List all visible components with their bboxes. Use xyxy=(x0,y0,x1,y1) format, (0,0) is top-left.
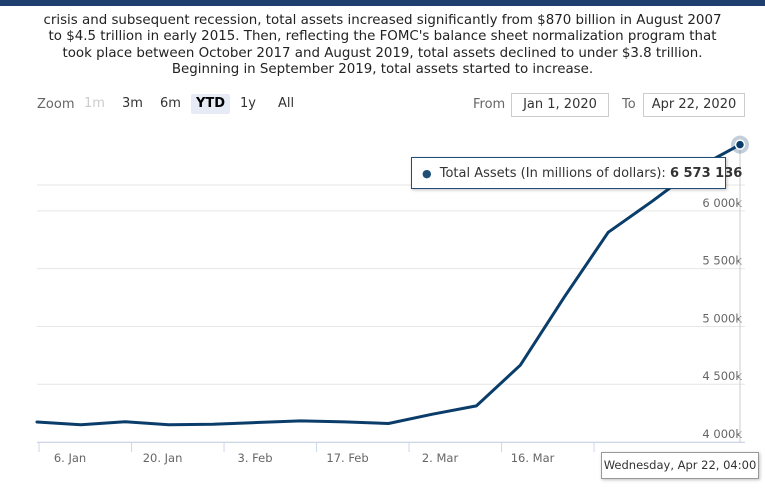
y-tick-label: 5 000k xyxy=(702,311,742,325)
zoom-ytd-button[interactable]: YTD xyxy=(191,94,231,114)
x-tick-label: 2. Mar xyxy=(422,451,459,465)
y-tick-label: 5 500k xyxy=(702,254,742,268)
tooltip-value: 6 573 136 xyxy=(669,166,743,181)
y-tick-label: 6 000k xyxy=(702,196,742,210)
range-to-label: To xyxy=(622,97,636,112)
zoom-1y-button[interactable]: 1y xyxy=(240,96,256,111)
gridlines xyxy=(37,184,745,452)
y-tick-label: 4 000k xyxy=(702,427,742,441)
y-tick-label: 4 500k xyxy=(702,369,742,383)
series-line-total-assets xyxy=(35,143,742,427)
range-to-input[interactable]: Apr 22, 2020 xyxy=(643,93,745,117)
zoom-1m-button[interactable]: 1m xyxy=(84,96,105,111)
x-tick-label: 16. Mar xyxy=(511,451,555,465)
range-from-label: From xyxy=(473,97,506,112)
y-axis-tick-labels: 4 000k 4 500k 5 000k 5 500k 6 000k xyxy=(702,196,742,441)
zoom-label: Zoom xyxy=(37,97,75,112)
x-tick-label: 20. Jan xyxy=(143,451,183,465)
x-tick-label: 17. Feb xyxy=(326,451,368,465)
top-header-bar xyxy=(0,0,765,6)
hover-marker xyxy=(734,139,746,150)
description-text: crisis and subsequent recession, total a… xyxy=(43,13,722,77)
tooltip-series-dot-icon: ● xyxy=(422,167,432,180)
x-tick-label: 6. Jan xyxy=(54,451,86,465)
x-tick-label: 3. Feb xyxy=(238,451,273,465)
crosshair-date-label: Wednesday, Apr 22, 04:00 xyxy=(601,452,759,479)
zoom-6m-button[interactable]: 6m xyxy=(160,96,181,111)
zoom-3m-button[interactable]: 3m xyxy=(122,96,143,111)
range-from-input[interactable]: Jan 1, 2020 xyxy=(511,93,609,117)
zoom-all-button[interactable]: All xyxy=(278,96,295,111)
tooltip-series-label: Total Assets (In millions of dollars): xyxy=(439,166,666,181)
tooltip: ● Total Assets (In millions of dollars):… xyxy=(411,157,742,189)
